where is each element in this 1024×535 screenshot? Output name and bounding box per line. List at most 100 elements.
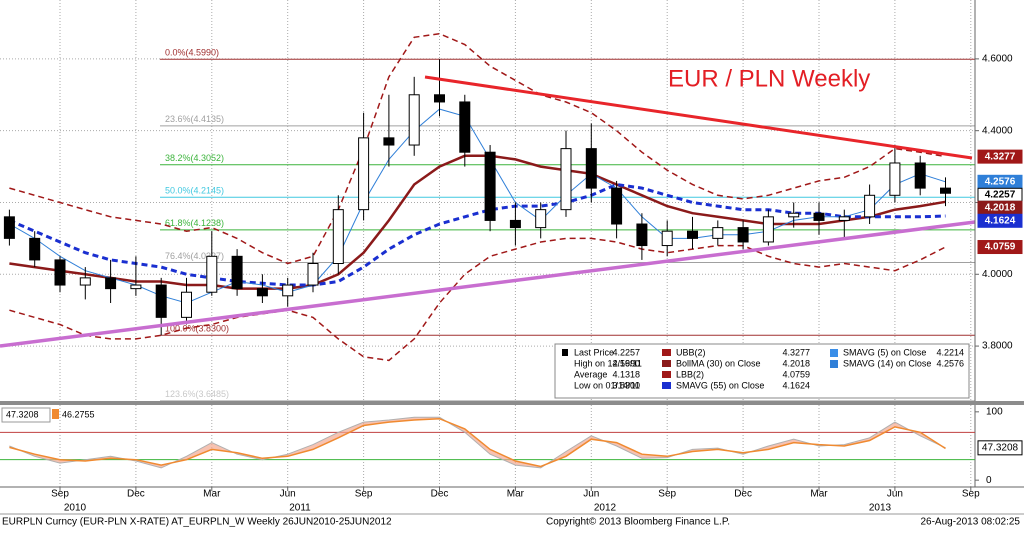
legend-label: High on 12/16/11 (574, 358, 642, 368)
footer-left: EURPLN Curncy (EUR-PLN X-RATE) AT_EURPLN… (2, 517, 392, 528)
candle-layer (3, 59, 951, 336)
candle-body (307, 263, 319, 286)
candle-body (358, 137, 370, 211)
x-tick-label: Mar (203, 489, 221, 500)
candle-body (535, 209, 547, 229)
legend-swatch (830, 360, 838, 368)
oscillator-layer (0, 416, 975, 469)
legend-label: Low on 01/14/11 (574, 380, 640, 390)
candle-body (181, 291, 192, 318)
y-tick-label: 0 (986, 475, 992, 486)
legend-label: LBB(2) (676, 369, 704, 379)
legend-swatch (662, 371, 671, 378)
value-tag-label: 4.3277 (985, 151, 1016, 162)
year-label: 2012 (594, 503, 617, 514)
footer-center: Copyright© 2013 Bloomberg Finance L.P. (546, 517, 730, 528)
legend-value: 4.2576 (936, 358, 964, 368)
legend-swatch (562, 349, 568, 356)
legend-label: SMAVG (14) on Close (843, 358, 931, 368)
candle-body (687, 230, 698, 239)
year-label: 2010 (64, 503, 87, 514)
x-tick-label: Jun (887, 489, 903, 500)
trend-line (0, 220, 976, 348)
fib-label: 76.4%(4.0327) (165, 251, 224, 261)
legend-value: 4.1624 (782, 380, 810, 390)
candle-body (914, 162, 926, 189)
y-tick-label: 4.6000 (982, 54, 1013, 65)
candle-body (940, 187, 951, 194)
candle-body (889, 162, 901, 196)
candle-body (54, 259, 66, 286)
fib-label: 100.0%(3.8300) (165, 324, 229, 334)
osc-legend-value: 46.2755 (62, 409, 95, 419)
x-tick-label: Jun (583, 489, 599, 500)
footer-right: 26-Aug-2013 08:02:25 (920, 517, 1020, 528)
candle-body (560, 148, 572, 211)
legend-value: 4.5990 (612, 358, 640, 368)
candle-body (332, 209, 344, 265)
legend-label: BollMA (30) on Close (676, 358, 761, 368)
candle-body (3, 216, 15, 239)
x-tick-label: Mar (507, 489, 525, 500)
legend-label: Average (574, 369, 607, 379)
value-tag-label: 4.2257 (985, 189, 1016, 200)
candle-body (762, 216, 774, 243)
candle-body (712, 227, 724, 239)
legend-swatch (662, 382, 671, 389)
x-tick-label: Sep (658, 489, 676, 500)
overlay-line (9, 154, 946, 290)
candle-body (79, 277, 91, 286)
value-tag-label: 4.1624 (985, 215, 1016, 226)
year-label: 2013 (869, 503, 892, 514)
legend-value: 4.2018 (782, 358, 810, 368)
candle-body (105, 277, 117, 290)
candle-body (864, 194, 876, 218)
tag-layer: 4.3277 4.2576 4.2257 4.2018 4.1624 4.0759 47.3… (977, 149, 1023, 456)
candle-body (585, 148, 597, 189)
panel-separator (0, 401, 1024, 405)
trend-line (424, 75, 973, 160)
legend-value: 4.2257 (612, 347, 640, 357)
x-tick-label: Sep (355, 489, 373, 500)
fib-label: 50.0%(4.2145) (165, 186, 224, 196)
candle-body (838, 216, 850, 221)
candle-body (282, 284, 294, 297)
candle-body (130, 284, 142, 290)
overlay-line (8, 182, 946, 287)
overlay-line (9, 237, 946, 362)
fib-label: 123.6%(3.6485) (165, 389, 229, 399)
value-tag-label: 4.0759 (985, 242, 1016, 253)
x-tick-label: Sep (51, 489, 69, 500)
x-tick-label: Dec (734, 489, 752, 500)
candle-body (459, 101, 471, 153)
legend-label: SMAVG (5) on Close (843, 347, 926, 357)
legend-value: 4.2214 (936, 347, 964, 357)
candle-body (383, 137, 395, 146)
candle-body (813, 212, 825, 221)
candle-body (434, 94, 445, 103)
legend: Last Price 4.2257 High on 12/16/11 4.599… (554, 343, 970, 399)
legend-swatch (662, 349, 671, 356)
osc-line (9, 417, 946, 468)
overlay-line (9, 32, 946, 265)
candle-body (661, 230, 673, 247)
legend-value: 4.1318 (612, 369, 640, 379)
x-tick-label: Jun (280, 489, 296, 500)
candle-body (256, 288, 268, 297)
candle-body (231, 255, 243, 290)
candle-body (636, 223, 648, 247)
candle-body (408, 94, 420, 146)
legend-value: 4.0759 (782, 369, 810, 379)
osc-legend-value: 47.3208 (6, 409, 39, 419)
value-tag (977, 440, 1023, 456)
year-label: 2011 (289, 503, 311, 514)
candle-body (788, 212, 800, 218)
osc-legend-swatch (52, 409, 59, 419)
fib-layer: 0.0%(4.5990) 23.6%(4.4135) 38.2%(4.3052) 50… (160, 48, 975, 401)
value-tag (977, 149, 1023, 164)
legend-value: 3.8300 (612, 380, 640, 390)
candle-body (509, 219, 521, 229)
candle-body (29, 237, 41, 261)
